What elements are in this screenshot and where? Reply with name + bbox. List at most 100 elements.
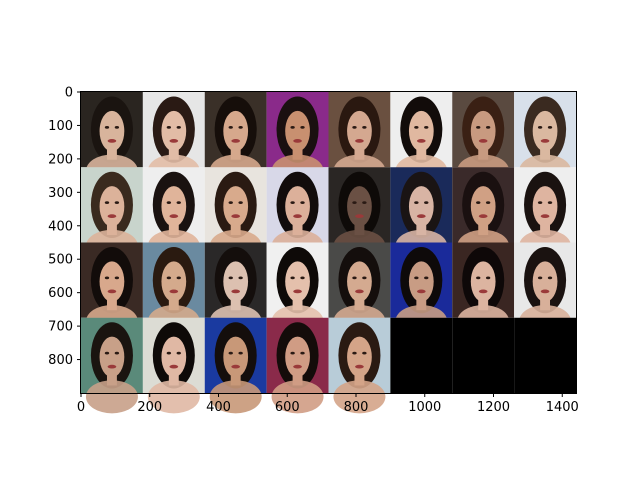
mouth-shape (107, 289, 117, 294)
mouth-shape (478, 214, 488, 219)
eye-shape (238, 351, 243, 355)
y-tick-label: 200 (48, 152, 73, 167)
neck-shape (168, 295, 179, 311)
face-shape (347, 110, 372, 152)
mouth-shape (416, 214, 426, 219)
mouth-shape (169, 364, 179, 369)
face-shape (532, 186, 558, 227)
eye-shape (424, 126, 429, 129)
face-shape (470, 261, 496, 302)
mouth-shape (293, 139, 302, 143)
face-shape (223, 186, 249, 227)
face-shape (99, 186, 125, 227)
mouth-shape (107, 214, 117, 219)
eye-shape (176, 201, 181, 204)
neck-shape (168, 144, 179, 160)
eye-shape (414, 201, 419, 204)
x-tick-label: 200 (137, 400, 162, 415)
eye-shape (290, 201, 295, 204)
eye-shape (537, 126, 543, 129)
eye-shape (485, 276, 491, 280)
eye-shape (290, 126, 295, 129)
eye-shape (228, 126, 233, 129)
image-cell (266, 242, 329, 339)
shoulders-shape (271, 380, 324, 414)
y-tick-label: 300 (48, 186, 73, 201)
image-cell (328, 167, 391, 263)
y-axis: 0 100 200 300 400 500 600 700 800 (48, 86, 81, 368)
neck-shape (540, 295, 551, 311)
mouth-shape (169, 289, 179, 294)
neck-shape (230, 219, 241, 235)
eye-shape (352, 126, 357, 129)
y-tick-label: 400 (48, 219, 73, 234)
mouth-shape (231, 139, 241, 143)
image-cell (81, 242, 143, 339)
image-cell (204, 167, 267, 263)
x-tick-label: 1000 (408, 400, 441, 415)
eye-shape (476, 201, 481, 204)
y-tick-label: 0 (65, 86, 73, 101)
eye-shape (300, 276, 305, 280)
eye-shape (104, 276, 110, 280)
shoulders-shape (333, 380, 386, 414)
neck-shape (354, 295, 365, 311)
eye-shape (352, 201, 357, 204)
eye-shape (537, 201, 543, 204)
image-cell (390, 167, 453, 263)
shoulders-shape (85, 380, 138, 414)
image-cell (81, 317, 143, 414)
eye-shape (476, 126, 481, 129)
y-tick-label: 100 (48, 119, 73, 134)
eye-shape (547, 201, 553, 204)
eye-shape (114, 201, 120, 204)
eye-shape (238, 201, 243, 204)
mouth-shape (355, 139, 364, 143)
eye-shape (485, 126, 491, 129)
face-shape (408, 186, 434, 227)
mouth-shape (231, 289, 241, 294)
neck-shape (230, 295, 241, 311)
eye-shape (228, 201, 233, 204)
image-cell (452, 317, 515, 393)
eye-shape (290, 351, 295, 355)
mouth-shape (355, 214, 364, 219)
eye-shape (238, 276, 243, 280)
x-tick-label: 800 (344, 400, 369, 415)
neck-shape (478, 144, 489, 160)
eye-shape (547, 126, 553, 129)
eye-shape (176, 126, 181, 129)
mouth-shape (293, 214, 302, 219)
image-grid (81, 92, 576, 414)
eye-shape (300, 126, 305, 129)
mouth-shape (355, 289, 364, 294)
cell-background (452, 317, 515, 393)
eye-shape (424, 201, 429, 204)
face-shape (161, 336, 187, 378)
eye-shape (362, 201, 367, 204)
image-cell (452, 92, 515, 188)
eye-shape (352, 351, 357, 355)
eye-shape (104, 201, 110, 204)
face-shape (532, 110, 558, 152)
face-shape (347, 186, 372, 227)
eye-shape (176, 276, 181, 280)
neck-shape (478, 295, 489, 311)
eye-shape (228, 351, 233, 355)
eye-shape (414, 126, 419, 129)
eye-shape (414, 276, 419, 280)
x-axis: 0 200 400 600 800 1000 1200 1400 (77, 393, 579, 415)
mouth-shape (231, 214, 241, 219)
eye-shape (547, 276, 553, 280)
eye-shape (166, 126, 172, 129)
neck-shape (416, 144, 427, 160)
image-cell (204, 317, 267, 414)
mouth-shape (231, 364, 241, 369)
eye-shape (362, 276, 367, 280)
neck-shape (416, 295, 427, 311)
neck-shape (292, 370, 303, 386)
y-tick-label: 500 (48, 253, 73, 268)
neck-shape (168, 370, 179, 386)
eye-shape (166, 351, 172, 355)
